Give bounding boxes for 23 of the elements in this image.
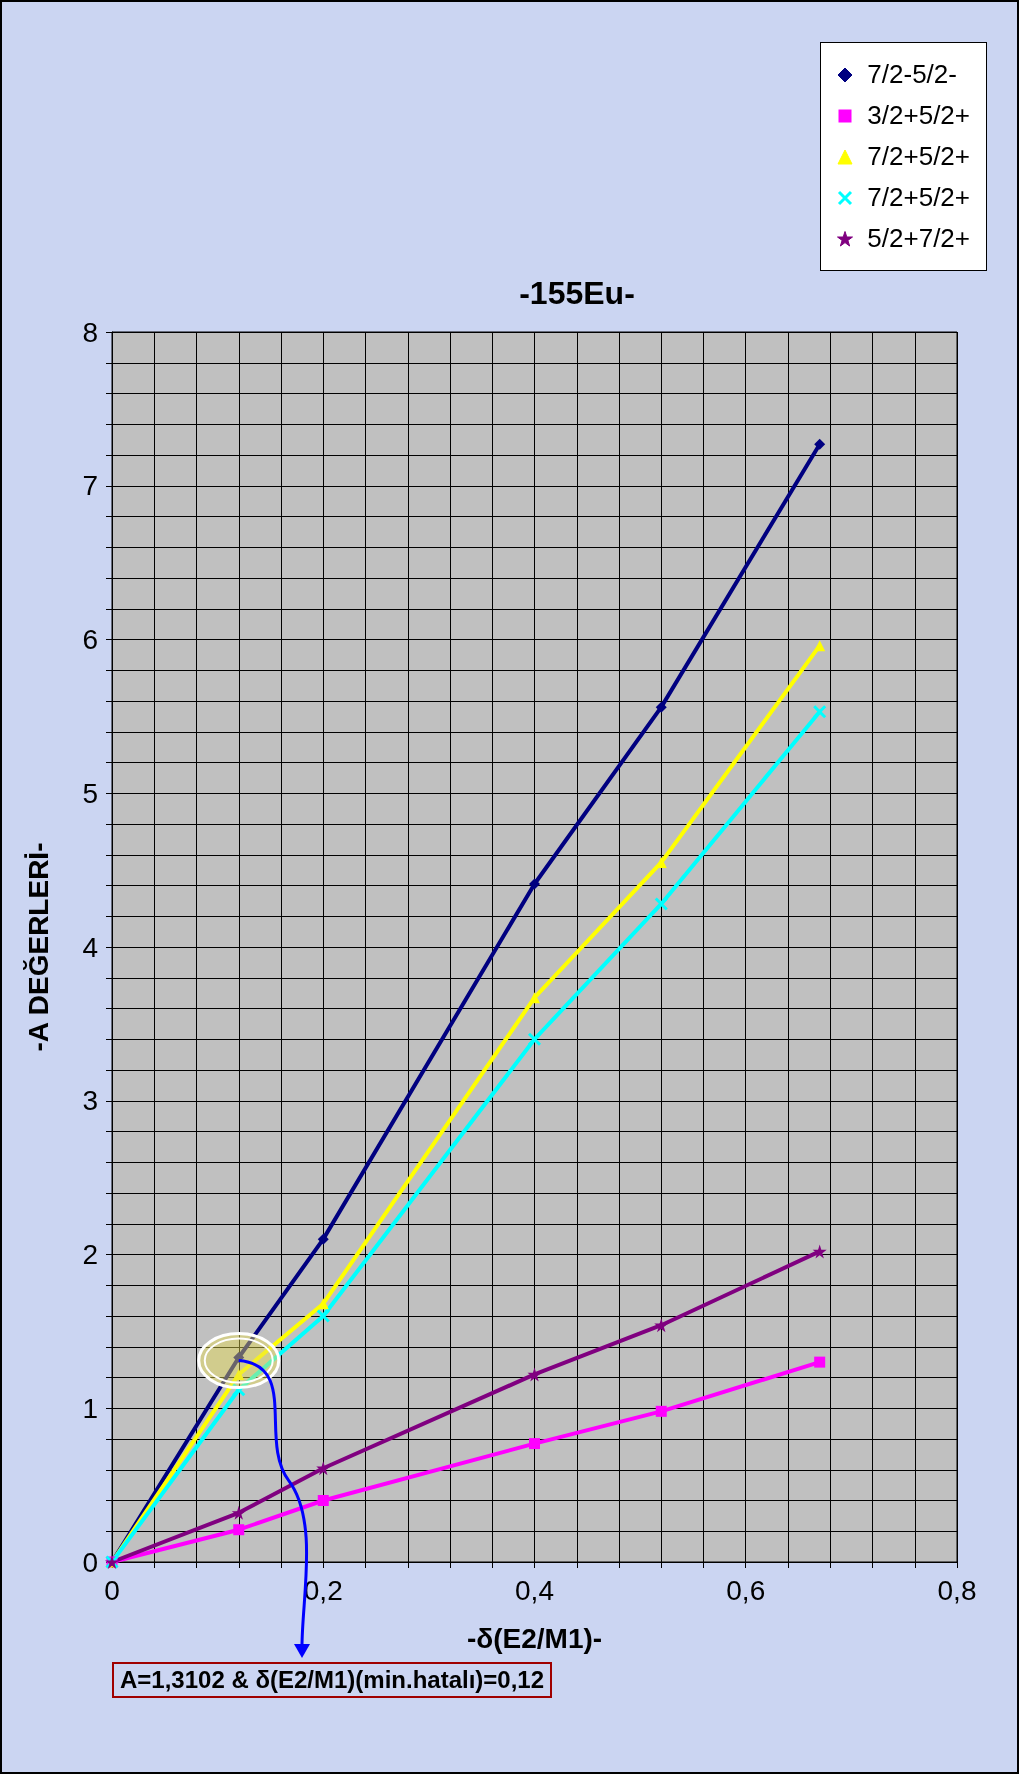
x-tick-label: 0,4 [515, 1574, 554, 1606]
x-tick-label: 0,8 [937, 1574, 977, 1606]
chart-title: -155Eu- [519, 275, 635, 311]
legend-label: 3/2+5/2+ [867, 100, 970, 131]
x-tick-label: 0 [104, 1574, 120, 1606]
y-tick-label: 7 [82, 470, 98, 502]
x-axis-title: -δ(E2/M1)- [466, 1622, 603, 1654]
legend-label: 7/2+5/2+ [867, 141, 970, 172]
y-tick-label: 2 [82, 1239, 98, 1270]
y-axis-title: -A DEĞERLERİ- [22, 842, 54, 1052]
y-tick-label: 8 [82, 316, 98, 348]
y-tick-label: 4 [82, 931, 98, 963]
annotation: A=1,3102 & δ(E2/M1)(min.hatalı)=0,12 [112, 1662, 553, 1698]
legend-label: 5/2+7/2+ [867, 223, 970, 254]
legend-label: 7/2+5/2+ [867, 182, 970, 213]
y-tick-label: 6 [82, 624, 98, 655]
y-tick-label: 5 [82, 777, 98, 809]
legend-label: 7/2-5/2- [867, 59, 957, 90]
y-tick-label: 3 [82, 1085, 98, 1117]
y-tick-label: 0 [82, 1546, 98, 1578]
x-tick-label: 0,2 [303, 1574, 343, 1606]
y-tick-label: 1 [82, 1392, 98, 1424]
x-tick-label: 0,6 [726, 1574, 766, 1606]
